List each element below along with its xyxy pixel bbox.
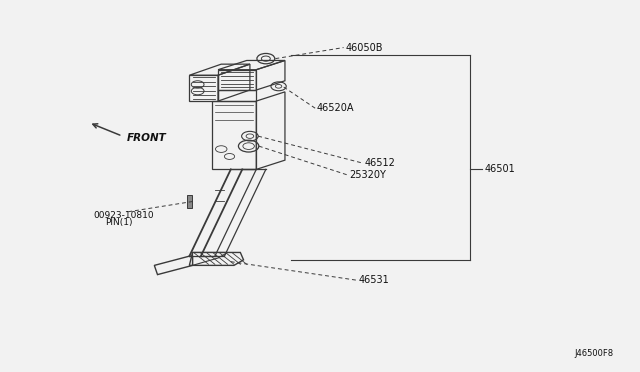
Text: 25320Y: 25320Y [349, 170, 386, 180]
Text: 46501: 46501 [484, 164, 515, 174]
Polygon shape [187, 195, 192, 208]
Text: 46520A: 46520A [317, 103, 355, 113]
Text: 46512: 46512 [365, 158, 396, 168]
Text: 46050B: 46050B [346, 42, 383, 52]
Text: FRONT: FRONT [127, 133, 166, 143]
Text: 00923-10810: 00923-10810 [94, 211, 154, 220]
Text: 46531: 46531 [358, 275, 389, 285]
Text: J46500F8: J46500F8 [574, 349, 613, 358]
Text: PIN(1): PIN(1) [105, 218, 132, 227]
